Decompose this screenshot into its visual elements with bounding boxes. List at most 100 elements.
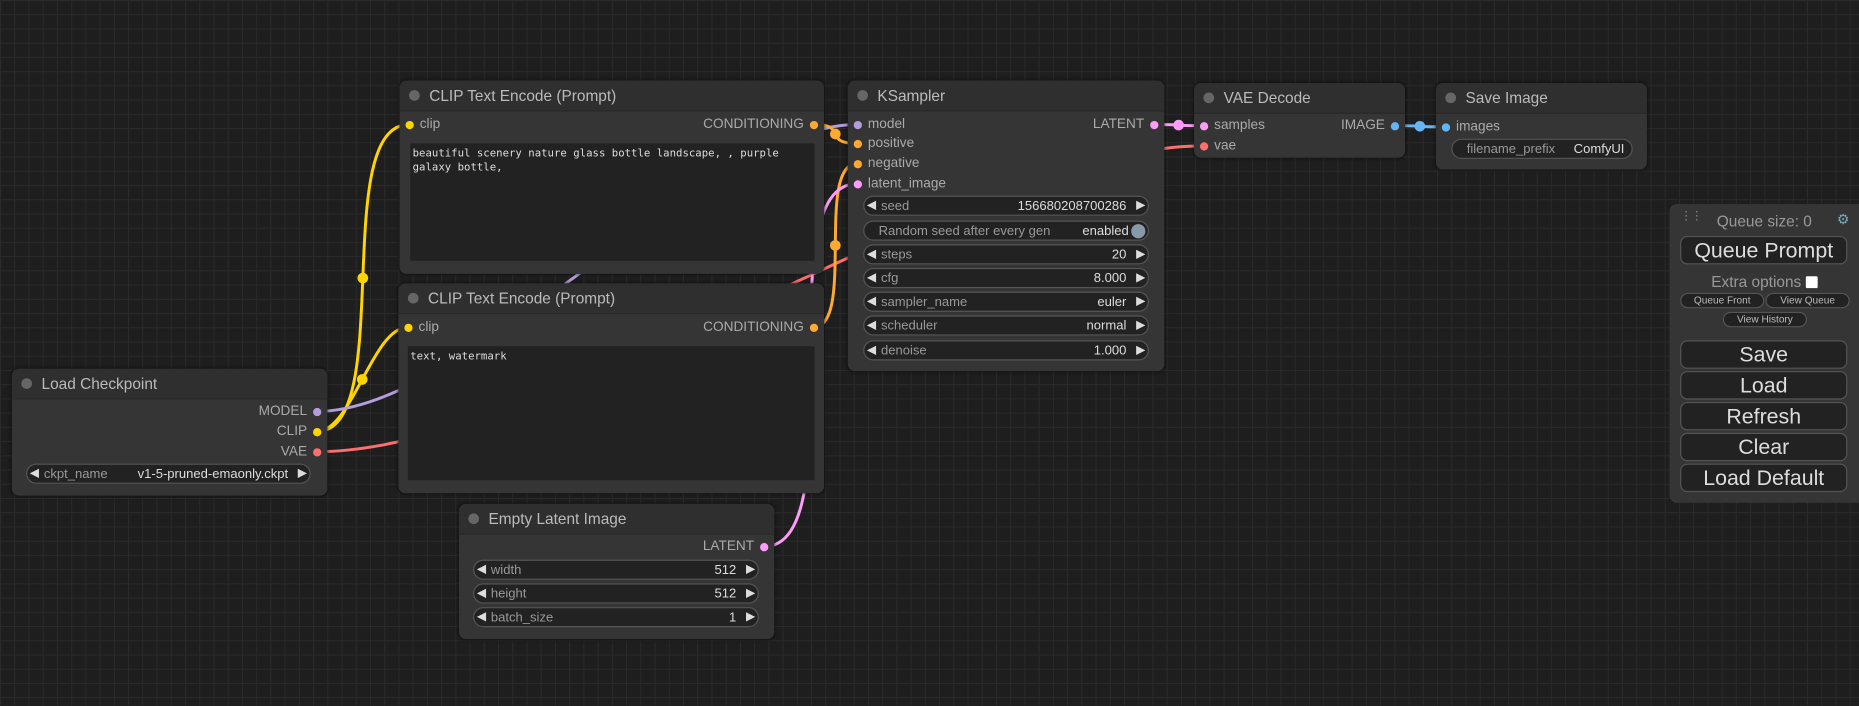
- toggle-knob-icon[interactable]: [1131, 223, 1146, 238]
- input-model[interactable]: model: [848, 116, 905, 133]
- arrow-right-icon[interactable]: ▶: [1136, 318, 1146, 332]
- cfg-widget[interactable]: ◀ cfg 8.000 ▶: [863, 267, 1149, 289]
- queue-front-button[interactable]: Queue Front: [1680, 292, 1765, 309]
- input-images[interactable]: images: [1436, 119, 1500, 136]
- output-conditioning[interactable]: CONDITIONING: [703, 116, 824, 133]
- link-negative-center-dot[interactable]: [829, 240, 841, 251]
- node-title[interactable]: CLIP Text Encode (Prompt): [398, 283, 825, 315]
- arrow-left-icon[interactable]: ◀: [866, 343, 877, 357]
- node-title[interactable]: VAE Decode: [1194, 82, 1406, 114]
- height-widget[interactable]: ◀ height 512 ▶: [473, 583, 759, 604]
- node-title[interactable]: KSampler: [847, 80, 1165, 112]
- node-load-checkpoint[interactable]: Load Checkpoint MODEL CLIP VAE ◀ ckpt_nam…: [11, 368, 328, 496]
- link-positive-center-dot[interactable]: [829, 128, 841, 140]
- socket-icon[interactable]: [1390, 121, 1400, 130]
- extra-options-checkbox[interactable]: [1805, 276, 1818, 289]
- arrow-right-icon[interactable]: ▶: [745, 586, 756, 600]
- link-image-center-dot[interactable]: [1414, 120, 1426, 132]
- node-vae-decode[interactable]: VAE Decode samples vae IMAGE: [1194, 82, 1406, 158]
- sampler-name-widget[interactable]: ◀ sampler_name euler ▶: [863, 291, 1149, 312]
- node-title[interactable]: Empty Latent Image: [458, 503, 775, 535]
- output-latent[interactable]: LATENT: [1093, 116, 1164, 133]
- output-conditioning[interactable]: CONDITIONING: [703, 319, 824, 336]
- output-image[interactable]: IMAGE: [1341, 117, 1405, 134]
- arrow-left-icon[interactable]: ◀: [476, 563, 486, 577]
- output-model[interactable]: MODEL: [259, 403, 328, 420]
- arrow-left-icon[interactable]: ◀: [866, 318, 877, 332]
- load-default-button[interactable]: Load Default: [1680, 463, 1848, 493]
- link-clip-2-center-dot[interactable]: [356, 374, 368, 385]
- node-title[interactable]: Save Image: [1435, 82, 1647, 114]
- collapse-dot-icon[interactable]: [1203, 92, 1215, 104]
- batch-size-widget[interactable]: ◀ batch_size 1 ▶: [473, 607, 759, 628]
- input-negative[interactable]: negative: [848, 155, 919, 172]
- steps-widget[interactable]: ◀ steps 20 ▶: [863, 244, 1149, 265]
- socket-icon[interactable]: [1150, 120, 1159, 129]
- output-vae[interactable]: VAE: [281, 443, 327, 460]
- socket-icon[interactable]: [1199, 121, 1209, 130]
- collapse-dot-icon[interactable]: [21, 378, 33, 389]
- node-clip-text-encode-negative[interactable]: CLIP Text Encode (Prompt) clip CONDITION…: [398, 283, 825, 494]
- socket-icon[interactable]: [760, 542, 769, 551]
- node-save-image[interactable]: Save Image images filename_prefix ComfyUI: [1435, 82, 1647, 170]
- arrow-left-icon[interactable]: ◀: [866, 295, 877, 309]
- socket-icon[interactable]: [313, 427, 322, 436]
- scheduler-widget[interactable]: ◀ scheduler normal ▶: [863, 315, 1149, 336]
- input-clip[interactable]: clip: [398, 319, 439, 336]
- node-clip-text-encode-positive[interactable]: CLIP Text Encode (Prompt) clip CONDITION…: [399, 80, 825, 274]
- socket-icon[interactable]: [853, 139, 863, 148]
- view-history-button[interactable]: View History: [1722, 311, 1808, 328]
- socket-icon[interactable]: [853, 159, 863, 168]
- ckpt-name-combo[interactable]: ◀ ckpt_name v1-5-pruned-emaonly.ckpt ▶: [26, 463, 311, 484]
- queue-prompt-button[interactable]: Queue Prompt: [1680, 235, 1848, 265]
- node-title[interactable]: Load Checkpoint: [11, 368, 328, 400]
- arrow-right-icon[interactable]: ▶: [1136, 295, 1146, 309]
- socket-icon[interactable]: [809, 120, 819, 129]
- socket-icon[interactable]: [853, 120, 863, 129]
- socket-icon[interactable]: [853, 179, 863, 188]
- load-button[interactable]: Load: [1680, 371, 1848, 400]
- input-latent-image[interactable]: latent_image: [848, 175, 946, 192]
- arrow-right-icon[interactable]: ▶: [1136, 271, 1146, 285]
- node-empty-latent-image[interactable]: Empty Latent Image LATENT ◀ width 512 ▶ ◀ he…: [458, 503, 775, 640]
- refresh-button[interactable]: Refresh: [1680, 401, 1848, 431]
- input-positive[interactable]: positive: [848, 135, 914, 152]
- arrow-left-icon[interactable]: ◀: [476, 586, 486, 600]
- socket-icon[interactable]: [809, 323, 819, 332]
- arrow-left-icon[interactable]: ◀: [476, 610, 486, 624]
- collapse-dot-icon[interactable]: [468, 513, 480, 525]
- arrow-right-icon[interactable]: ▶: [1136, 343, 1146, 357]
- clear-button[interactable]: Clear: [1680, 432, 1848, 462]
- arrow-left-icon[interactable]: ◀: [866, 247, 877, 261]
- arrow-left-icon[interactable]: ◀: [866, 199, 877, 213]
- arrow-right-icon[interactable]: ▶: [745, 610, 756, 624]
- output-latent[interactable]: LATENT: [703, 538, 774, 555]
- arrow-left-icon[interactable]: ◀: [866, 271, 877, 285]
- filename-prefix-widget[interactable]: filename_prefix ComfyUI: [1451, 138, 1633, 159]
- socket-icon[interactable]: [405, 120, 414, 129]
- node-title[interactable]: CLIP Text Encode (Prompt): [399, 80, 825, 112]
- socket-icon[interactable]: [313, 447, 322, 456]
- input-vae[interactable]: vae: [1194, 138, 1236, 155]
- socket-icon[interactable]: [313, 407, 322, 416]
- socket-icon[interactable]: [404, 323, 413, 332]
- arrow-right-icon[interactable]: ▶: [745, 563, 756, 577]
- link-latent-out-center-dot[interactable]: [1173, 119, 1184, 131]
- output-clip[interactable]: CLIP: [277, 423, 327, 440]
- node-ksampler[interactable]: KSampler model positive negative latent_…: [847, 80, 1165, 372]
- link-clip-1-center-dot[interactable]: [357, 272, 369, 284]
- denoise-widget[interactable]: ◀ denoise 1.000 ▶: [863, 340, 1149, 361]
- arrow-right-icon[interactable]: ▶: [1136, 199, 1146, 213]
- collapse-dot-icon[interactable]: [407, 292, 419, 304]
- prompt-textarea[interactable]: beautiful scenery nature glass bottle la…: [410, 143, 815, 261]
- socket-icon[interactable]: [1441, 122, 1451, 132]
- arrow-right-icon[interactable]: ▶: [297, 467, 307, 481]
- input-samples[interactable]: samples: [1194, 117, 1265, 134]
- drag-handle-icon[interactable]: ⋮⋮: [1680, 209, 1703, 223]
- socket-icon[interactable]: [1199, 141, 1209, 150]
- random-seed-toggle[interactable]: Random seed after every gen enabled: [863, 220, 1149, 241]
- gear-icon[interactable]: ⚙: [1836, 211, 1850, 228]
- seed-widget[interactable]: ◀ seed 156680208700286 ▶: [863, 195, 1149, 216]
- width-widget[interactable]: ◀ width 512 ▶: [473, 559, 759, 580]
